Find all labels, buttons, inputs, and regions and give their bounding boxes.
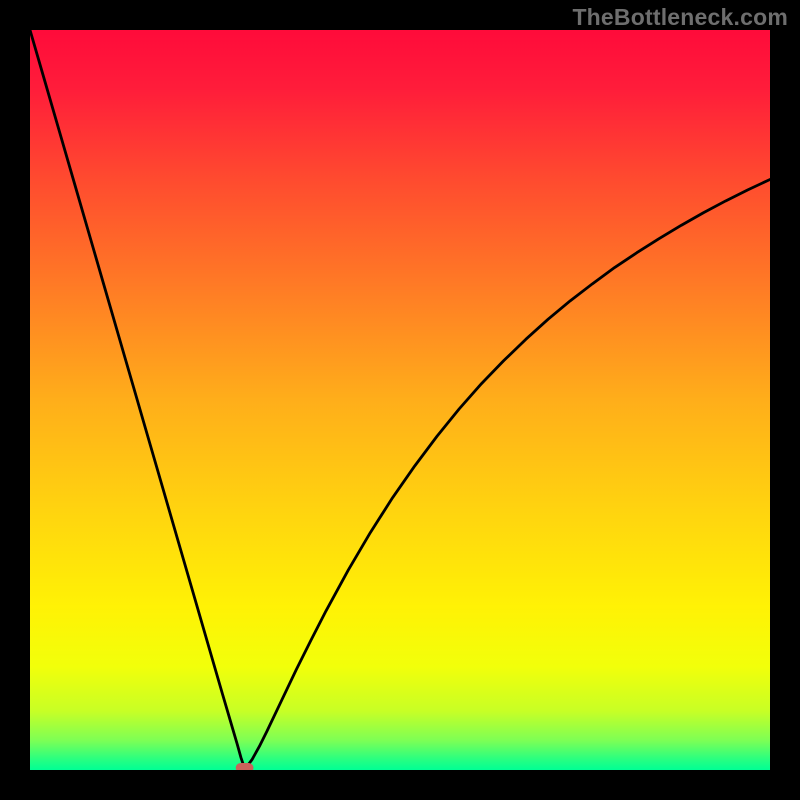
min-marker [236,763,254,770]
chart-container: TheBottleneck.com [0,0,800,800]
gradient-background [30,30,770,770]
plot-svg [30,30,770,770]
plot-mask [30,30,770,770]
watermark-text: TheBottleneck.com [572,4,788,31]
